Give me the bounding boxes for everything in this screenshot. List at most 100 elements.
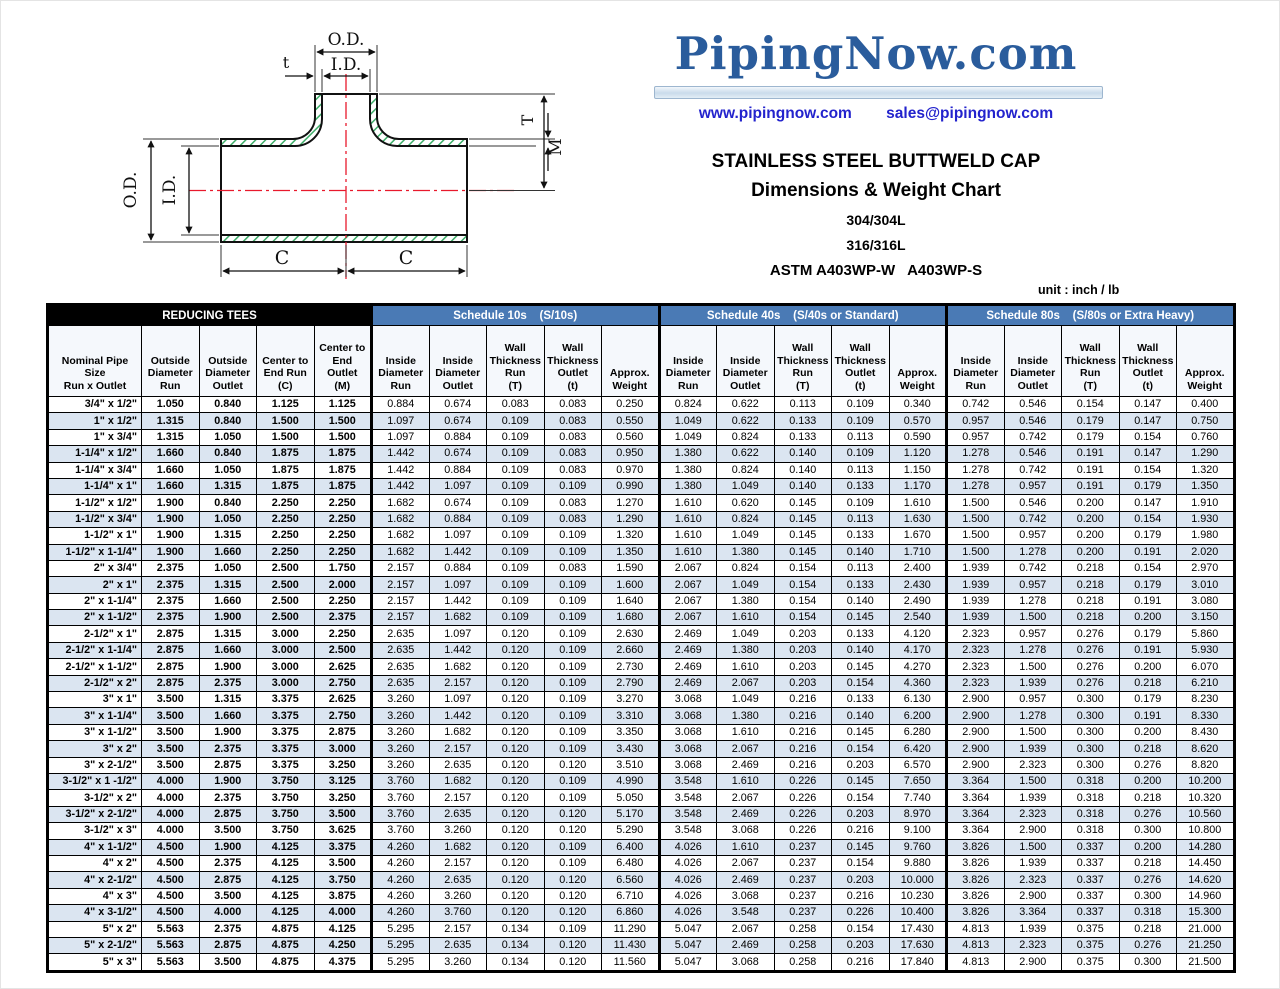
value-cell: 4.026 (657, 887, 717, 906)
value-cell: 1.875 (256, 477, 315, 496)
value-cell: 0.120 (486, 641, 545, 660)
table-row: 3" x 1-1/2" 3.500 1.900 3.375 2.875 3.260 1.68… (47, 723, 1235, 742)
value-cell: 1.380 (657, 445, 717, 463)
value-cell: 1.097 (428, 576, 487, 594)
value-cell: 0.337 (1061, 838, 1120, 856)
column-header: Wall Thickness Run (T) (773, 325, 832, 397)
value-cell: 0.276 (1118, 871, 1177, 889)
id-side-label: I.D. (160, 175, 180, 206)
value-cell: 0.140 (831, 592, 890, 611)
value-cell: 11.560 (601, 953, 660, 972)
value-cell: 1.900 (141, 527, 200, 545)
value-cell: 0.147 (1118, 445, 1177, 463)
value-cell: 3.080 (1176, 592, 1235, 611)
value-cell: 0.109 (543, 707, 602, 725)
value-cell: 5.047 (657, 953, 717, 972)
table-row: 3-1/2" x 2-1/2" 4.000 2.875 3.750 3.500 3.760… (47, 805, 1235, 824)
value-cell: 2.750 (313, 707, 372, 725)
value-cell: 0.276 (1118, 936, 1177, 955)
value-cell: 0.154 (1118, 461, 1177, 479)
value-cell: 2.900 (945, 723, 1005, 742)
value-cell: 3.500 (141, 691, 200, 709)
value-cell: 2.323 (945, 658, 1005, 676)
dimension-lines (147, 48, 552, 275)
value-cell: 0.216 (773, 723, 832, 742)
value-cell: 0.134 (486, 920, 545, 938)
value-cell: 0.742 (1003, 510, 1062, 529)
value-cell: 3.068 (716, 822, 775, 840)
value-cell: 2.250 (256, 527, 315, 545)
value-cell: 6.400 (601, 838, 660, 856)
value-cell: 0.145 (831, 658, 890, 676)
value-cell: 3.068 (657, 756, 717, 774)
value-cell: 1.315 (141, 412, 200, 430)
value-cell: 1.315 (141, 428, 200, 447)
value-cell: 0.200 (1118, 658, 1177, 676)
value-cell: 2.375 (141, 592, 200, 611)
value-cell: 0.154 (773, 592, 832, 611)
value-cell: 4.125 (256, 904, 315, 922)
value-cell: 3.750 (256, 822, 315, 840)
value-cell: 1.290 (601, 510, 660, 529)
value-cell: 3.760 (370, 772, 430, 791)
value-cell: 1.875 (256, 461, 315, 479)
website-link[interactable]: www.pipingnow.com (698, 105, 852, 122)
value-cell: 1.500 (1003, 723, 1062, 742)
value-cell: 3.500 (198, 953, 257, 972)
table-row: 1" x 1/2" 1.315 0.840 1.500 1.500 1.097 0.674 0… (47, 412, 1235, 430)
value-cell: 0.622 (716, 395, 775, 414)
value-cell: 1.320 (601, 527, 660, 545)
value-cell: 3.260 (370, 756, 430, 774)
value-cell: 5.050 (601, 789, 660, 807)
table-row: 3" x 2" 3.500 2.375 3.375 3.000 3.260 2.157 0.1… (47, 740, 1235, 758)
value-cell: 3.548 (657, 805, 717, 824)
value-cell: 2.469 (716, 805, 775, 824)
table-group-header: Schedule 10s (S/10s) (370, 304, 660, 326)
value-cell: 6.070 (1176, 658, 1235, 676)
value-cell: 1.270 (601, 494, 660, 512)
value-cell: 4.026 (657, 871, 717, 889)
value-cell: 1.315 (198, 477, 257, 496)
value-cell: 0.109 (543, 838, 602, 856)
value-cell: 1.315 (198, 691, 257, 709)
value-cell: 0.237 (773, 904, 832, 922)
value-cell: 0.957 (1003, 527, 1062, 545)
column-header: Inside Diameter Run (370, 325, 430, 397)
column-header: Inside Diameter Run (657, 325, 717, 397)
value-cell: 1.939 (1003, 740, 1062, 758)
value-cell: 10.200 (1176, 772, 1235, 791)
email-link[interactable]: sales@pipingnow.com (886, 105, 1054, 122)
value-cell: 0.154 (831, 854, 890, 873)
column-header: Center to End Run (C) (256, 325, 315, 397)
value-cell: 0.218 (1061, 592, 1120, 611)
value-cell: 0.276 (1118, 805, 1177, 824)
value-cell: 0.109 (486, 428, 545, 447)
table-container: REDUCING TEES Schedule 10s (S/10s) Schedul… (46, 303, 1236, 973)
value-cell: 0.570 (888, 412, 947, 430)
value-cell: 4.260 (370, 887, 430, 906)
value-cell: 1.290 (1176, 445, 1235, 463)
value-cell: 2.157 (370, 609, 430, 627)
value-cell: 3.068 (657, 707, 717, 725)
value-cell: 1.442 (428, 641, 487, 660)
value-cell: 1.442 (428, 543, 487, 561)
value-cell: 0.824 (716, 428, 775, 447)
column-header: Inside Diameter Run (945, 325, 1005, 397)
value-cell: 0.742 (945, 395, 1005, 414)
value-cell: 1.610 (716, 609, 775, 627)
value-cell: 0.226 (831, 904, 890, 922)
value-cell: 1.097 (370, 428, 430, 447)
value-cell: 1.682 (428, 609, 487, 627)
value-cell: 3.750 (256, 789, 315, 807)
value-cell: 0.340 (888, 395, 947, 414)
value-cell: 7.650 (888, 772, 947, 791)
value-cell: 4.000 (313, 904, 372, 922)
value-cell: 0.109 (543, 658, 602, 676)
value-cell: 3.760 (428, 904, 487, 922)
tee-diagram: O.D. I.D. t O.D. I.D. T M C C (121, 30, 566, 279)
value-cell: 3.150 (1176, 609, 1235, 627)
value-cell: 1.320 (1176, 461, 1235, 479)
value-cell: 2.790 (601, 674, 660, 693)
value-cell: 0.226 (773, 772, 832, 791)
value-cell: 0.742 (1003, 428, 1062, 447)
